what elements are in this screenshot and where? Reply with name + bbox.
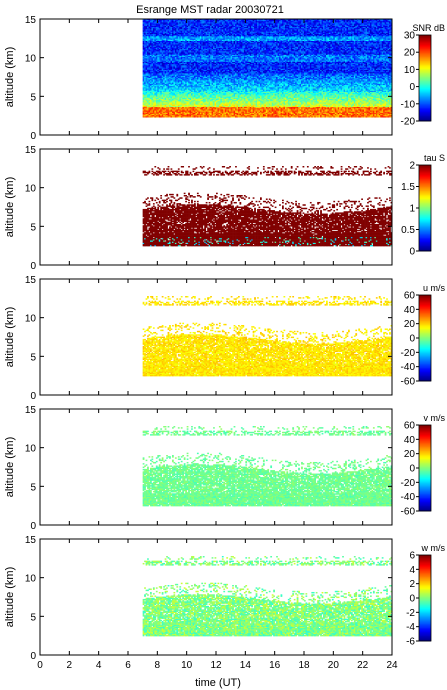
data-field-v — [143, 426, 393, 506]
panel-u: 0 5 10 15 altitude (km) u m/s -60 -40 -20 0 20 40 60 — [4, 275, 445, 402]
colorbar-tick-label: 0 — [409, 594, 415, 605]
colorbar-tick-label: 20 — [404, 319, 416, 330]
colorbar-tick-label: -6 — [406, 637, 415, 648]
colorbar-u — [419, 295, 431, 381]
y-tick-label: 0 — [30, 521, 36, 532]
y-tick-label: 10 — [25, 184, 37, 195]
colorbar-tick-label: -2 — [406, 608, 415, 619]
colorbar-tick-label: 60 — [404, 421, 416, 432]
colorbar-tick-label: 6 — [409, 551, 415, 562]
colorbar-tick-label: 0 — [409, 334, 415, 345]
colorbar-tick-label: -4 — [406, 622, 415, 633]
colorbar-tick-label: 1 — [409, 204, 415, 215]
y-tick-label: 0 — [30, 261, 36, 272]
colorbar-tick-label: 30 — [404, 31, 416, 42]
y-tick-label: 5 — [30, 222, 36, 233]
x-tick-label: 4 — [96, 660, 102, 671]
colorbar-label: v m/s — [424, 413, 446, 423]
colorbar-tick-label: 10 — [404, 65, 416, 76]
data-field-snr — [143, 19, 393, 118]
colorbar-tick-label: -20 — [401, 348, 416, 359]
colorbar-label: u m/s — [423, 283, 446, 293]
colorbar-tick-label: 0 — [409, 247, 415, 258]
colorbar-snr — [419, 35, 431, 121]
y-axis-label: altitude (km) — [4, 307, 16, 368]
y-tick-label: 15 — [25, 405, 37, 416]
x-tick-label: 22 — [357, 660, 369, 671]
colorbar-w — [419, 555, 431, 641]
data-field-u — [143, 296, 393, 376]
colorbar-label: SNR dB — [412, 23, 445, 33]
x-tick-label: 0 — [37, 660, 43, 671]
colorbar-tick-label: 4 — [409, 565, 415, 576]
figure-title: Esrange MST radar 20030721 — [136, 4, 284, 16]
panel-tau: 0 5 10 15 altitude (km) tau S 0 0.5 1 1.5 2 — [4, 145, 445, 272]
y-tick-label: 5 — [30, 612, 36, 623]
y-tick-label: 10 — [25, 444, 37, 455]
colorbar-tick-label: 20 — [404, 449, 416, 460]
colorbar-tick-label: -60 — [401, 377, 416, 388]
colorbar-tick-label: 0 — [409, 464, 415, 475]
x-tick-label: 8 — [155, 660, 161, 671]
x-tick-label: 2 — [67, 660, 73, 671]
data-field-tau — [143, 166, 393, 246]
y-axis-label: altitude (km) — [4, 567, 16, 628]
colorbar-tick-label: 0 — [409, 82, 415, 93]
colorbar-tick-label: -10 — [401, 99, 416, 110]
y-tick-label: 5 — [30, 482, 36, 493]
y-tick-label: 0 — [30, 391, 36, 402]
colorbar-tick-label: -20 — [401, 478, 416, 489]
x-axis-label: time (UT) — [195, 677, 241, 689]
y-tick-label: 10 — [25, 314, 37, 325]
colorbar-tick-label: 40 — [404, 435, 416, 446]
colorbar-tick-label: 1.5 — [401, 182, 415, 193]
x-tick-label: 24 — [386, 660, 398, 671]
y-tick-label: 10 — [25, 54, 37, 65]
colorbar-tick-label: 40 — [404, 305, 416, 316]
y-tick-label: 5 — [30, 352, 36, 363]
colorbar-label: tau S — [424, 153, 445, 163]
colorbar-tick-label: -20 — [401, 117, 416, 128]
colorbar-tau — [419, 165, 431, 251]
x-tick-label: 6 — [125, 660, 131, 671]
colorbar-tick-label: -40 — [401, 492, 416, 503]
colorbar-tick-label: 2 — [409, 161, 415, 172]
y-axis-label: altitude (km) — [4, 437, 16, 498]
colorbar-v — [419, 425, 431, 511]
data-field-w — [143, 556, 393, 636]
y-tick-label: 5 — [30, 92, 36, 103]
y-tick-label: 10 — [25, 574, 37, 585]
colorbar-tick-label: -40 — [401, 362, 416, 373]
x-tick-label: 10 — [181, 660, 193, 671]
colorbar-tick-label: 0.5 — [401, 225, 415, 236]
y-tick-label: 15 — [25, 145, 37, 156]
x-tick-label: 16 — [269, 660, 281, 671]
x-tick-label: 14 — [240, 660, 252, 671]
y-tick-label: 0 — [30, 131, 36, 142]
x-tick-label: 18 — [298, 660, 310, 671]
panel-snr: 0 5 10 15 altitude (km) SNR dB -20 -10 0 10 20 30 — [4, 15, 445, 142]
panel-v: 0 5 10 15 altitude (km) v m/s -60 -40 -20 0 20 40 60 — [4, 405, 445, 532]
x-tick-label: 20 — [328, 660, 340, 671]
colorbar-tick-label: 2 — [409, 579, 415, 590]
colorbar-tick-label: -60 — [401, 507, 416, 518]
colorbar-tick-label: 60 — [404, 291, 416, 302]
colorbar-label: w m/s — [421, 543, 446, 553]
y-axis-label: altitude (km) — [4, 177, 16, 238]
y-tick-label: 15 — [25, 15, 37, 26]
y-tick-label: 15 — [25, 275, 37, 286]
y-tick-label: 15 — [25, 535, 37, 546]
colorbar-tick-label: 20 — [404, 48, 416, 59]
y-tick-label: 0 — [30, 651, 36, 662]
x-tick-label: 12 — [210, 660, 222, 671]
y-axis-label: altitude (km) — [4, 47, 16, 108]
